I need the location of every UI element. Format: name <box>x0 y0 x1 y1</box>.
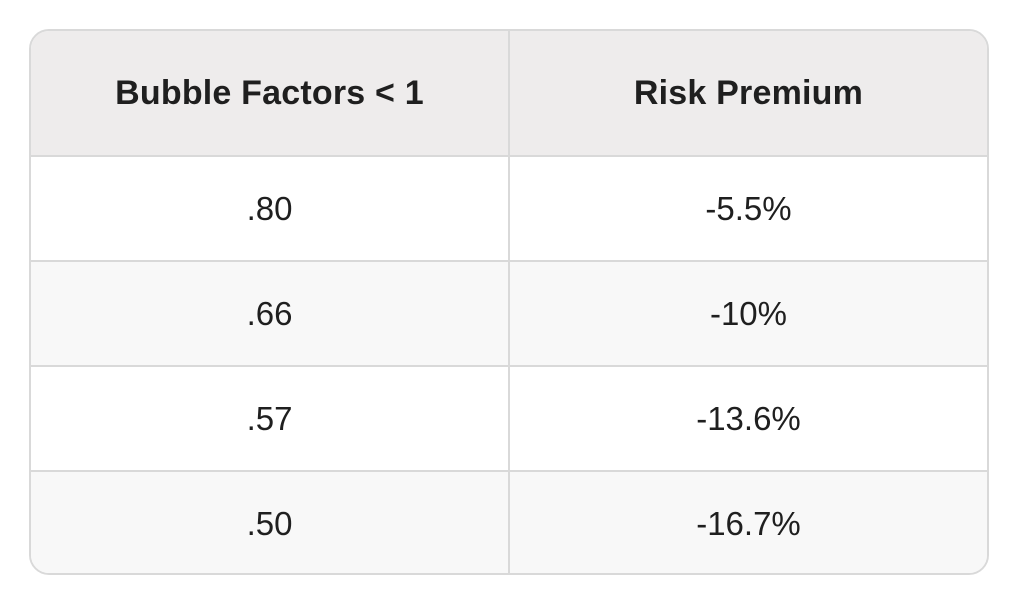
bubble-factor-cell: .66 <box>31 260 509 366</box>
column-header-bubble-factors: Bubble Factors < 1 <box>31 31 509 157</box>
bubble-factor-cell: .57 <box>31 365 509 471</box>
risk-premium-cell: -5.5% <box>508 156 987 261</box>
header-row: Bubble Factors < 1 Risk Premium <box>31 31 987 157</box>
table-row: .66 -10% <box>31 260 987 366</box>
table-body: .80 -5.5% .66 -10% .57 -13.6% .50 -16.7% <box>31 156 987 573</box>
bubble-factor-cell: .50 <box>31 470 509 573</box>
risk-premium-cell: -16.7% <box>508 470 987 573</box>
table-row: .80 -5.5% <box>31 156 987 261</box>
data-table: Bubble Factors < 1 Risk Premium .80 -5.5… <box>31 31 987 573</box>
bubble-factor-cell: .80 <box>31 156 509 261</box>
bubble-factor-table: Bubble Factors < 1 Risk Premium .80 -5.5… <box>29 29 989 575</box>
column-header-risk-premium: Risk Premium <box>508 31 987 157</box>
risk-premium-cell: -10% <box>508 260 987 366</box>
table-row: .57 -13.6% <box>31 365 987 471</box>
risk-premium-cell: -13.6% <box>508 365 987 471</box>
table-row: .50 -16.7% <box>31 470 987 573</box>
table-header: Bubble Factors < 1 Risk Premium <box>31 31 987 157</box>
